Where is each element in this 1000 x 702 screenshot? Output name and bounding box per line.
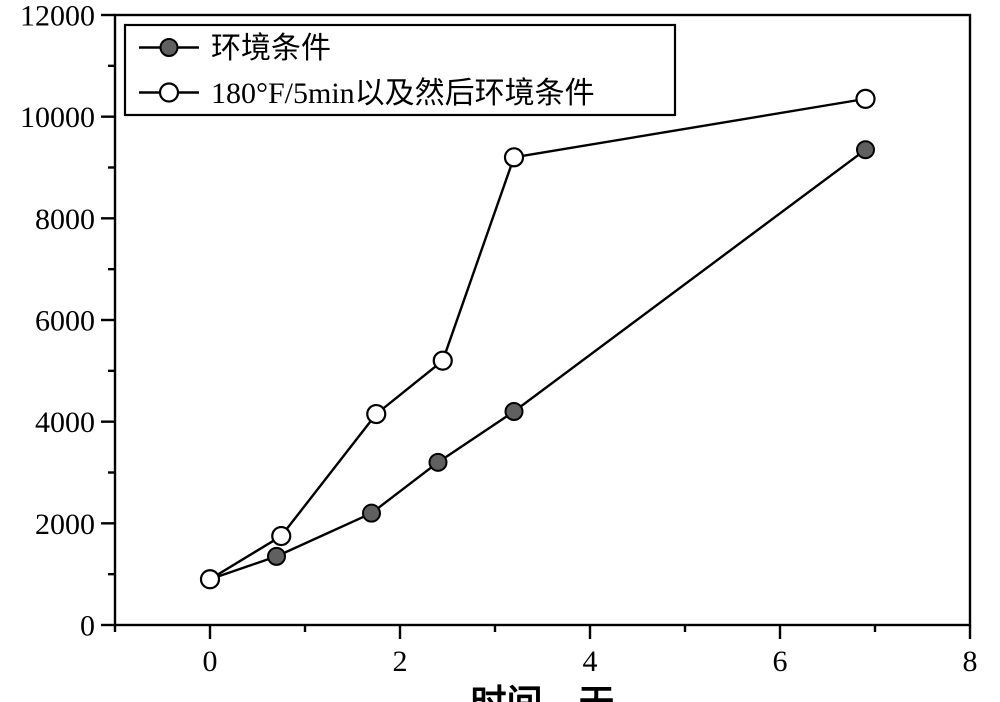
x-tick-label: 2 (393, 645, 408, 678)
x-tick-label: 6 (773, 645, 788, 678)
series-marker (505, 148, 523, 166)
legend-label: 180°F/5min以及然后环境条件 (211, 77, 595, 110)
y-tick-label: 2000 (35, 508, 95, 541)
y-tick-label: 12000 (20, 0, 95, 33)
y-tick-label: 6000 (35, 305, 95, 338)
series-marker (857, 90, 875, 108)
x-tick-label: 0 (203, 645, 218, 678)
x-tick-label: 8 (963, 645, 978, 678)
series-marker (430, 454, 447, 471)
legend-label: 环境条件 (211, 32, 331, 65)
series-marker (434, 352, 452, 370)
chart-svg: 0 2 4 6 8 0 2000 4000 6000 8000 10000 12000 时间，天 环境条件… (0, 0, 1000, 702)
series-marker (506, 403, 523, 420)
series-marker (367, 405, 385, 423)
x-tick-label: 4 (583, 645, 598, 678)
legend: 环境条件 180°F/5min以及然后环境条件 (125, 25, 675, 115)
y-tick-label: 8000 (35, 203, 95, 236)
y-tick-label: 0 (80, 610, 95, 643)
series-marker (363, 505, 380, 522)
x-axis-label: 时间，天 (470, 683, 614, 702)
y-tick-label: 10000 (20, 101, 95, 134)
y-tick-label: 4000 (35, 406, 95, 439)
series-marker (201, 570, 219, 588)
series-marker (272, 527, 290, 545)
series-marker (268, 548, 285, 565)
line-chart: 0 2 4 6 8 0 2000 4000 6000 8000 10000 12000 时间，天 环境条件… (0, 0, 1000, 702)
series-marker (857, 141, 874, 158)
